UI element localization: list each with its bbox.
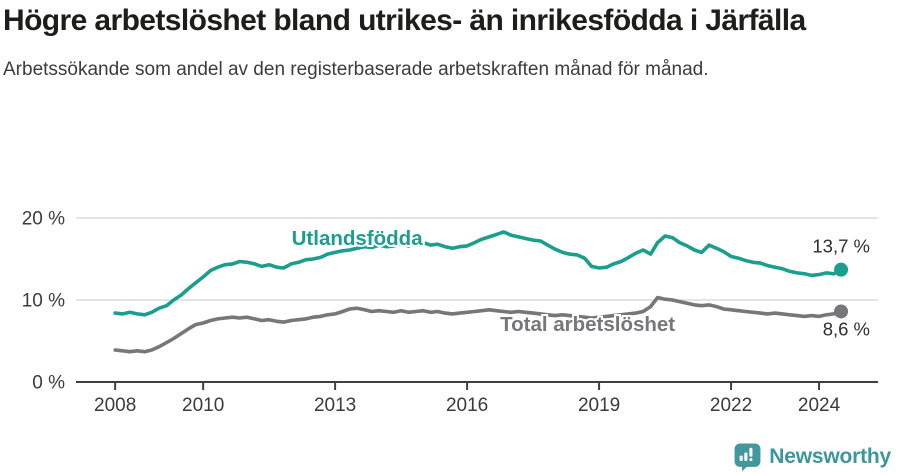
x-tick-label: 2008	[94, 395, 136, 416]
x-tick-label: 2016	[446, 395, 488, 416]
series-line-total-arbetsl-shet	[113, 295, 843, 354]
y-tick-label: 0 %	[32, 373, 65, 394]
bar-chart-glyph	[739, 447, 753, 462]
page-title: Högre arbetslöshet bland utrikes- än inr…	[3, 4, 806, 37]
x-tick-label: 2024	[798, 395, 841, 416]
series-end-value-total-arbetsl-shet: 8,6 %	[823, 318, 870, 339]
x-tick-label: 2022	[710, 395, 752, 416]
speech-bubble-shape	[734, 443, 761, 471]
unemployment-line-chart: 0 % 10 % 20 % 2008 2010 2013 2016 2019 2022 2024 U…	[22, 209, 878, 416]
newsworthy-icon	[734, 443, 761, 471]
y-tick-label: 20 %	[22, 209, 65, 230]
series-end-dot-total-arbetsl-shet	[834, 304, 849, 319]
series-label-utlandsf-dda: Utlandsfödda	[292, 227, 424, 250]
y-tick-label: 10 %	[22, 291, 65, 312]
x-tick-label: 2010	[182, 395, 224, 416]
brand-name: Newsworthy	[769, 444, 891, 468]
series-end-dot-utlandsf-dda	[834, 262, 849, 277]
series-label-total-arbetsl-shet: Total arbetslöshet	[500, 313, 675, 336]
newsworthy-logo: Newsworthy	[733, 442, 891, 471]
x-tick-label: 2013	[314, 395, 356, 416]
x-tick-label: 2019	[578, 395, 620, 416]
series-end-value-utlandsf-dda: 13,7 %	[812, 236, 870, 257]
series-line-utlandsf-dda	[113, 230, 843, 317]
chart-subtitle: Arbetssökande som andel av den registerb…	[3, 59, 709, 81]
